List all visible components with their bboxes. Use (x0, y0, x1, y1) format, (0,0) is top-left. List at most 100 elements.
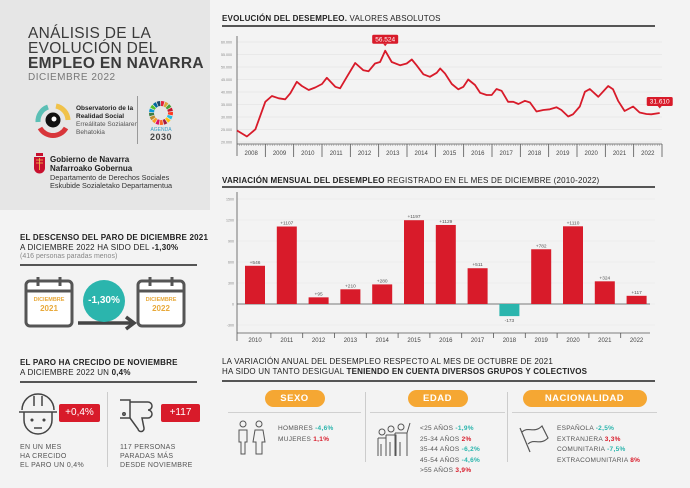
sdg-segment (156, 101, 161, 107)
title-line-1: ANÁLISIS DE LA (28, 25, 152, 42)
x-tick-label: 2011 (330, 151, 344, 157)
x-tick-label: 2020 (566, 338, 580, 344)
divider (107, 392, 108, 467)
to-year: 2022 (152, 304, 170, 313)
agenda-2030-wheel-icon (149, 101, 173, 125)
x-tick-label: 2014 (376, 338, 390, 344)
bar-chart-title: VARIACIÓN MENSUAL DEL DESEMPLEO REGISTRA… (222, 176, 600, 185)
bar-2017 (467, 268, 488, 304)
descenso-heading-1: EL DESCENSO DEL PARO DE DICIEMBRE 2021 (20, 233, 209, 242)
sdg-segment (162, 118, 168, 125)
x-tick-label: 2022 (641, 151, 655, 157)
bar-value-label: +117 (631, 290, 642, 296)
people-icon (234, 420, 270, 461)
from-month: DICIEMBRE (33, 297, 65, 303)
x-tick-label: 2013 (344, 338, 358, 344)
annotation-pointer (657, 105, 662, 109)
bar-2011 (276, 226, 297, 304)
item-value: -6,2% (461, 446, 481, 453)
item-value: 3,3% (604, 435, 621, 443)
sdg-segment (152, 102, 158, 108)
caption-2-line-1: 117 PERSONAS (120, 444, 176, 451)
bar-2022 (626, 295, 647, 304)
y-tick-label: 50.000 (221, 66, 232, 70)
departamento-es: Departamento de Derechos Sociales (50, 173, 170, 182)
bar-value-label: -173 (505, 318, 515, 324)
y-tick-label: 300 (228, 282, 234, 286)
x-tick-label: 2017 (471, 338, 485, 344)
y-tick-label: -300 (227, 324, 234, 328)
sdg-segment (167, 111, 173, 116)
item-label: <25 AÑOS (420, 425, 456, 432)
divider (20, 264, 197, 266)
item-label: EXTRACOMUNITARIA (557, 456, 631, 464)
group-item: <25 AÑOS -1,9% (420, 423, 474, 434)
bar-2019 (531, 249, 552, 304)
sdg-segment (165, 117, 171, 123)
observatorio-name-4: Behatokia (76, 129, 105, 136)
caption-2-line-3: DESDE NOVIEMBRE (120, 462, 193, 469)
x-tick-label: 2022 (630, 338, 644, 344)
monthly-percent-badge: +0,4% (59, 404, 100, 422)
group-pill-nacionalidad: NACIONALIDAD (522, 390, 647, 407)
divider (222, 380, 655, 382)
group-item: EXTRACOMUNITARIA 8% (557, 455, 640, 466)
bar-2010 (245, 265, 265, 304)
worker-helmet-icon (19, 393, 57, 435)
calendar-comparison-graphic (24, 277, 186, 331)
sdg-segment (163, 101, 169, 108)
divider (370, 412, 505, 413)
bar-value-label: +1107 (280, 221, 293, 227)
divider (20, 381, 197, 383)
bar-2018 (499, 304, 520, 317)
bar-2016 (435, 224, 456, 304)
caption-2-line-2: PARADAS MÁS (120, 453, 174, 460)
x-tick-label: 2016 (471, 151, 485, 157)
gobierno-name-es: Gobierno de Navarra (50, 155, 130, 164)
y-tick-label: 0 (232, 303, 234, 307)
y-tick-label: 30.000 (221, 116, 232, 120)
flag-icon (518, 420, 554, 461)
bar-value-label: +1110 (567, 220, 580, 226)
bar-2020 (563, 226, 583, 304)
item-value: 1,1% (313, 435, 330, 443)
y-tick-label: 600 (228, 261, 234, 265)
group-item: COMUNITARIA -7,5% (557, 444, 626, 455)
x-tick-label: 2021 (613, 151, 627, 157)
x-tick-label: 2011 (280, 338, 294, 344)
item-value: -2,5% (595, 425, 615, 432)
item-value: 3,9% (455, 467, 472, 474)
annotation-box (646, 96, 673, 106)
x-tick-label: 2018 (503, 338, 517, 344)
annotation-box (372, 34, 399, 44)
bar-value-label: +280 (377, 278, 388, 284)
thumbs-down-icon (120, 399, 153, 433)
report-date: DICIEMBRE 2022 (28, 72, 116, 83)
bar-value-label: +210 (345, 283, 356, 289)
descenso-subtitle: (416 personas paradas menos) (20, 253, 118, 260)
item-value: -4,6% (461, 456, 481, 464)
bar-2013 (340, 289, 361, 304)
change-circle (83, 280, 125, 322)
header-panel (0, 0, 210, 210)
agenda-label: AGENDA (150, 127, 172, 133)
descenso-heading-2: A DICIEMBRE 2022 HA SIDO DEL -1,30% (20, 243, 179, 252)
item-value: -7,5% (607, 446, 626, 453)
bar-2021 (594, 281, 615, 304)
item-label: MUJERES (278, 435, 314, 443)
line-chart-title: EVOLUCIÓN DEL DESEMPLEO. VALORES ABSOLUT… (222, 14, 441, 23)
bar-2015 (404, 220, 424, 304)
variacion-heading-1: LA VARIACIÓN ANUAL DEL DESEMPLEO RESPECT… (222, 357, 553, 366)
bar-value-label: +782 (536, 243, 547, 249)
bar-value-label: +546 (250, 260, 261, 266)
calendar-icon (136, 277, 186, 328)
bar-value-label: +1197 (407, 214, 420, 220)
bar-value-label: +324 (599, 275, 610, 281)
x-tick-label: 2015 (407, 338, 421, 344)
group-pill-edad: EDAD (407, 390, 468, 407)
item-label: ESPAÑOLA (557, 425, 596, 432)
item-label: EXTRANJERA (557, 435, 605, 443)
item-value: 2% (461, 435, 472, 443)
bar-2012 (308, 297, 329, 304)
